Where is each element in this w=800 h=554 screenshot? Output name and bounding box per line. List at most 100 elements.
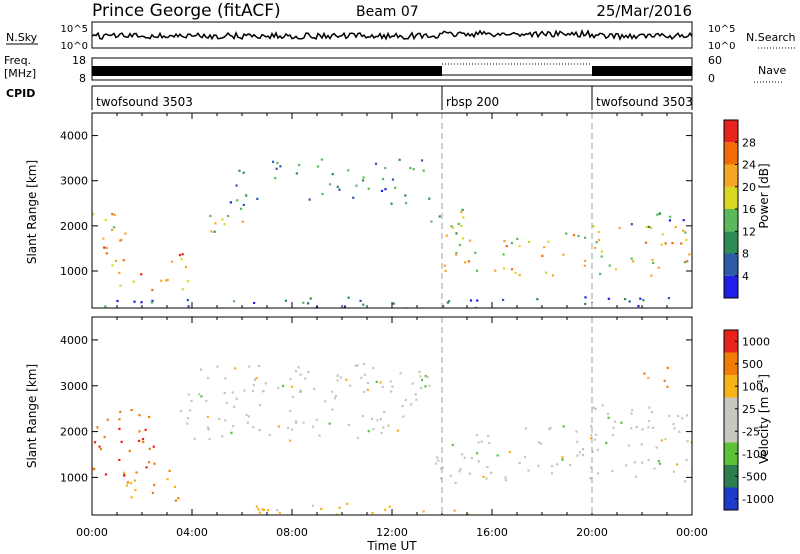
velocity-cell [647, 426, 650, 429]
power-cell [505, 245, 508, 248]
power-cell [113, 213, 116, 216]
velocity-cell [381, 385, 384, 388]
power-cell [669, 215, 672, 218]
power-cell [593, 246, 597, 249]
power-cell [628, 300, 631, 303]
power-cell [630, 257, 633, 260]
velocity-cell [290, 428, 293, 431]
velocity-cell [635, 425, 638, 429]
power-cell [584, 296, 587, 299]
power-cell [494, 269, 497, 272]
velocity-cell [199, 368, 203, 371]
velocity-cell [294, 370, 298, 373]
velocity-cell [153, 483, 156, 487]
velocity-cell [246, 421, 249, 424]
velocity-cell [232, 424, 235, 428]
colorbar-segment [724, 209, 738, 232]
velocity-cell [415, 398, 418, 401]
velocity-cell [660, 439, 663, 442]
velocity-cell [458, 470, 461, 473]
power-cell [284, 299, 288, 302]
power-cell [276, 161, 279, 165]
power-cell [607, 297, 610, 300]
velocity-cell [401, 405, 404, 408]
power-cell [362, 176, 365, 179]
velocity-cell [104, 473, 108, 476]
velocity-cell [647, 420, 650, 423]
power-cell [165, 279, 168, 282]
velocity-cell [643, 372, 646, 375]
velocity-cell [224, 377, 227, 380]
velocity-cell [477, 441, 480, 444]
power-cell [118, 271, 121, 275]
power-cell [210, 230, 213, 233]
colorbar-tick-label: 12 [742, 225, 756, 238]
power-cell [584, 259, 587, 262]
velocity-cell [289, 378, 292, 381]
power-cell [309, 297, 312, 300]
velocity-cell [177, 497, 180, 500]
power-cell [124, 232, 127, 235]
velocity-cell [362, 362, 366, 366]
velocity-cell [655, 446, 658, 449]
velocity-cell [676, 415, 680, 418]
power-cell [384, 166, 387, 170]
power-cell [343, 305, 347, 308]
nsky-tick-bottom: 10^0 [61, 41, 88, 52]
freq-label: Freq. [4, 54, 31, 67]
velocity-cell [354, 364, 357, 367]
power-cell [445, 234, 448, 237]
power-cell [295, 172, 298, 175]
colorbar-segment [724, 330, 738, 353]
velocity-cell [419, 375, 422, 378]
velocity-cell [333, 397, 337, 400]
station-title: Prince George (fitACF) [92, 1, 281, 21]
velocity-cell [485, 477, 488, 480]
velocity-cell [363, 373, 366, 376]
velocity-cell [658, 462, 662, 465]
velocity-cell [384, 508, 387, 511]
velocity-cell [437, 459, 440, 462]
power-cell [181, 253, 184, 256]
power-cell [599, 272, 602, 276]
power-cell [597, 238, 601, 242]
power-cell [166, 278, 169, 282]
velocity-cell [205, 399, 208, 403]
power-cell [119, 284, 122, 287]
power-cell [186, 280, 189, 283]
velocity-cell [592, 406, 595, 409]
power-cell [642, 299, 645, 302]
x-tick-label: 16:00 [476, 526, 508, 539]
power-cell [362, 303, 365, 306]
velocity-cell [581, 448, 585, 451]
velocity-cell [606, 412, 610, 416]
velocity-cell [193, 437, 196, 440]
velocity-cell [379, 381, 382, 384]
power-cell [279, 165, 282, 168]
velocity-cell [247, 415, 251, 418]
velocity-cell [198, 393, 201, 396]
freq-trace [92, 63, 692, 76]
power-cell [331, 173, 334, 176]
velocity-cell [347, 423, 351, 427]
power-cell [671, 241, 674, 245]
velocity-cell [133, 479, 137, 482]
velocity-cell [663, 379, 666, 382]
velocity-cell [299, 389, 302, 392]
velocity-cell [125, 484, 129, 487]
colorbar-segment [724, 420, 738, 443]
velocity-cell [248, 365, 251, 368]
velocity-cell [690, 440, 692, 444]
power-cell [181, 288, 184, 291]
velocity-cell [653, 467, 656, 470]
x-tick-label: 04:00 [176, 526, 208, 539]
power-cell [390, 202, 393, 205]
velocity-cell [264, 382, 267, 385]
velocity-cell [331, 390, 334, 393]
power-cell [514, 271, 517, 275]
velocity-cell [379, 418, 382, 421]
colorbar-frame [723, 329, 739, 511]
x-tick-label: 12:00 [376, 526, 408, 539]
power-cell [623, 298, 627, 301]
